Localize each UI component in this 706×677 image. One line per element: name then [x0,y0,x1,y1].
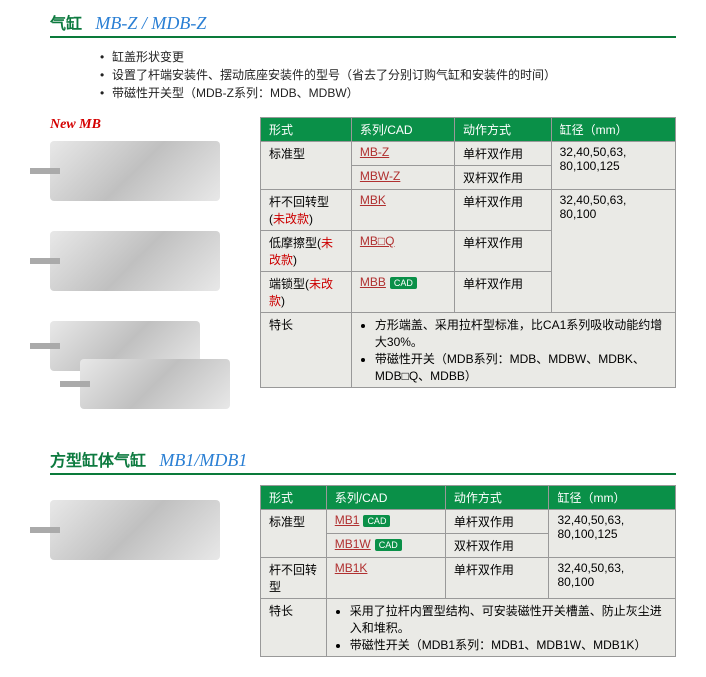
th-bore: 缸径（mm） [551,118,675,142]
cell-feature-label: 特长 [261,313,352,388]
product-image [50,141,220,201]
cell-series: MBB CAD [351,272,454,313]
link-mbb[interactable]: MBB [360,275,386,289]
content-row: New MB 形式 系列/CAD 动作方式 缸径（mm） 标准型 MB-Z 单杆… [50,117,676,417]
link-mb1k[interactable]: MB1K [335,561,368,575]
cell-action: 双杆双作用 [454,166,551,190]
link-mb1w[interactable]: MB1W [335,537,371,551]
th-type: 形式 [261,486,327,510]
content-row: 形式 系列/CAD 动作方式 缸径（mm） 标准型 MB1CAD 单杆双作用 3… [50,485,676,657]
new-mb-label: New MB [50,117,101,132]
cell-bore: 32,40,50,63, 80,100 [551,190,675,313]
link-mbwz[interactable]: MBW-Z [360,169,400,183]
link-mbq[interactable]: MB□Q [360,234,395,248]
link-mb1[interactable]: MB1 [335,513,360,527]
product-image [50,231,220,291]
th-type: 形式 [261,118,352,142]
cell-action: 单杆双作用 [454,142,551,166]
image-column [50,485,260,568]
cad-badge[interactable]: CAD [390,277,417,289]
feature-item: 带磁性开关（MDB系列：MDB、MDBW、MDBK、MDB□Q、MDBB） [375,350,667,384]
cell-series: MBW-Z [351,166,454,190]
cell-bore: 32,40,50,63, 80,100,125 [549,510,676,558]
bullet-item: 设置了杆端安装件、摆动底座安装件的型号（省去了分别订购气缸和安装件的时间） [100,66,676,84]
cell-type: 标准型 [261,510,327,558]
th-bore: 缸径（mm） [549,486,676,510]
product-image [80,359,230,409]
th-action: 动作方式 [454,118,551,142]
cell-series: MB1K [326,558,445,599]
title-model: MB1/MDB1 [159,450,247,470]
link-mbz[interactable]: MB-Z [360,145,389,159]
title-row: 方型缸体气缸 MB1/MDB1 [50,447,676,475]
title-cn: 方型缸体气缸 [50,453,146,470]
feature-item: 带磁性开关（MDB1系列：MDB1、MDB1W、MDB1K） [350,636,667,653]
cell-action: 单杆双作用 [454,231,551,272]
cell-bore: 32,40,50,63, 80,100 [549,558,676,599]
cell-series: MB1W CAD [326,534,445,558]
feature-item: 采用了拉杆内置型结构、可安装磁性开关槽盖、防止灰尘进入和堆积。 [350,602,667,636]
spec-table: 形式 系列/CAD 动作方式 缸径（mm） 标准型 MB1CAD 单杆双作用 3… [260,485,676,657]
cell-bore: 32,40,50,63, 80,100,125 [551,142,675,190]
cell-feature-label: 特长 [261,599,327,657]
cell-type: 杆不回转型 [261,558,327,599]
cad-badge[interactable]: CAD [375,539,402,551]
product-image [50,500,220,560]
cad-badge[interactable]: CAD [363,515,390,527]
cell-action: 单杆双作用 [445,510,549,534]
cell-feature: 方形端盖、采用拉杆型标准，比CA1系列吸收动能约增大30%。 带磁性开关（MDB… [351,313,675,388]
th-series: 系列/CAD [351,118,454,142]
link-mbk[interactable]: MBK [360,193,386,207]
cell-type: 杆不回转型(未改款) [261,190,352,231]
bullet-item: 缸盖形状变更 [100,48,676,66]
th-series: 系列/CAD [326,486,445,510]
image-column: New MB [50,117,260,417]
bullet-list: 缸盖形状变更 设置了杆端安装件、摆动底座安装件的型号（省去了分别订购气缸和安装件… [60,48,676,102]
section-mbz: 气缸 MB-Z / MDB-Z 缸盖形状变更 设置了杆端安装件、摆动底座安装件的… [0,0,706,437]
section-mb1: 方型缸体气缸 MB1/MDB1 形式 系列/CAD 动作方式 缸径（mm） 标准… [0,437,706,677]
cell-action: 单杆双作用 [454,272,551,313]
cell-action: 单杆双作用 [445,558,549,599]
feature-item: 方形端盖、采用拉杆型标准，比CA1系列吸收动能约增大30%。 [375,316,667,350]
title-model: MB-Z / MDB-Z [95,13,206,33]
cell-series: MB□Q [351,231,454,272]
cell-series: MB1CAD [326,510,445,534]
cell-feature: 采用了拉杆内置型结构、可安装磁性开关槽盖、防止灰尘进入和堆积。 带磁性开关（MD… [326,599,675,657]
cell-series: MBK [351,190,454,231]
bullet-item: 带磁性开关型（MDB-Z系列：MDB、MDBW） [100,84,676,102]
cell-action: 单杆双作用 [454,190,551,231]
spec-table: 形式 系列/CAD 动作方式 缸径（mm） 标准型 MB-Z 单杆双作用 32,… [260,117,676,388]
cell-type: 标准型 [261,142,352,190]
th-action: 动作方式 [445,486,549,510]
title-cn: 气缸 [50,16,82,33]
title-row: 气缸 MB-Z / MDB-Z [50,10,676,38]
cell-type: 低摩擦型(未改款) [261,231,352,272]
cell-type: 端锁型(未改款) [261,272,352,313]
cell-action: 双杆双作用 [445,534,549,558]
cell-series: MB-Z [351,142,454,166]
